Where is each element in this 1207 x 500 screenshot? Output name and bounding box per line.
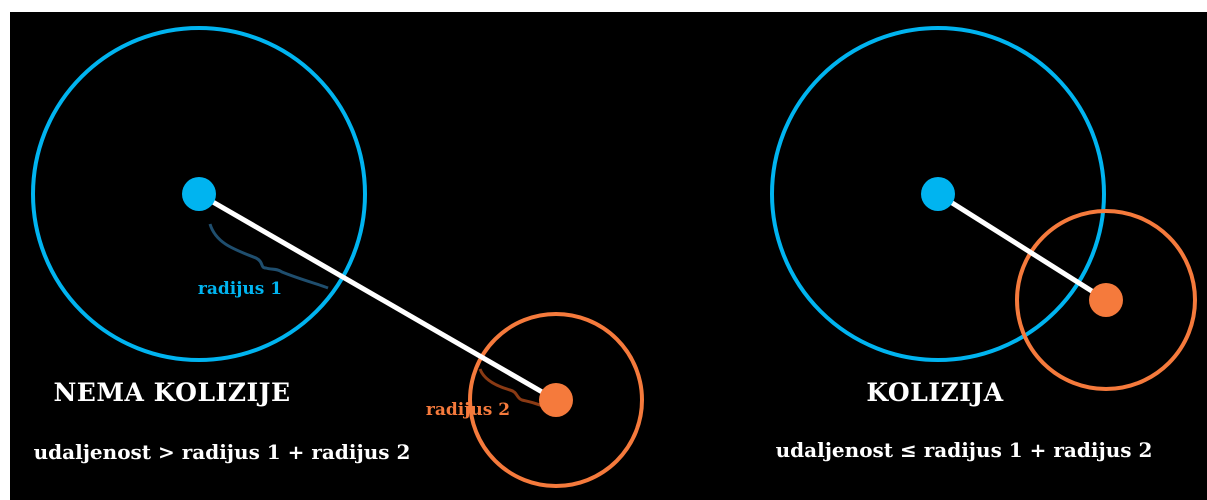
collision-title: KOLIZIJA: [866, 378, 1004, 407]
radius2-label: radijus 2: [426, 400, 510, 420]
left-scene: radijus 1 radijus 2: [31, 26, 644, 488]
left-blue-center-dot: [182, 177, 216, 211]
radius1-brace: [208, 223, 329, 290]
right-blue-circle: [770, 26, 1106, 362]
left-distance-line: [197, 191, 558, 403]
left-orange-center-dot: [539, 383, 573, 417]
no-collision-title: NEMA KOLIZIJE: [53, 378, 291, 407]
left-orange-circle: [468, 312, 644, 488]
right-distance-line: [936, 191, 1108, 303]
no-collision-formula: udaljenost > radijus 1 + radijus 2: [33, 440, 411, 464]
radius2-brace: [478, 368, 547, 410]
collision-diagram: radijus 1 radijus 2: [31, 26, 1197, 488]
right-blue-center-dot: [921, 177, 955, 211]
right-orange-center-dot: [1089, 283, 1123, 317]
left-blue-circle: [31, 26, 367, 362]
radius1-label: radijus 1: [198, 279, 282, 299]
right-orange-circle: [1015, 209, 1197, 391]
collision-formula: udaljenost ≤ radijus 1 + radijus 2: [775, 438, 1153, 462]
right-scene: [770, 26, 1197, 391]
diagram-canvas: radijus 1 radijus 2 NEMA KOLIZIJE udalje…: [10, 12, 1207, 500]
